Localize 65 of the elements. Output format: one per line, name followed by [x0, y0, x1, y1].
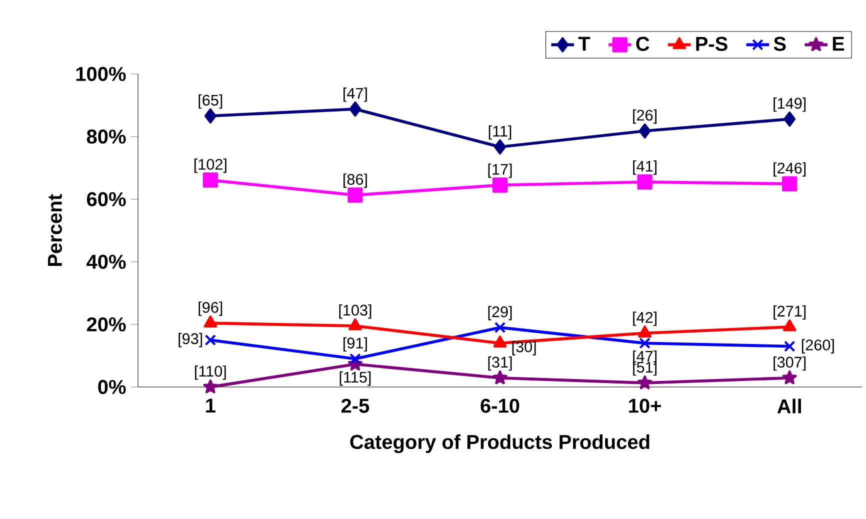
point — [782, 370, 797, 384]
legend-label: P-S — [696, 36, 728, 51]
y-tick-label: 40% — [86, 254, 126, 269]
annotation: [86] — [344, 174, 367, 188]
annotation: [30] — [512, 341, 536, 356]
point — [784, 340, 796, 352]
annotation: [31] — [488, 356, 512, 371]
point — [202, 172, 218, 188]
point — [638, 326, 652, 338]
annotation: [103] — [339, 304, 372, 319]
point — [204, 316, 218, 328]
point — [349, 101, 362, 117]
annotation: [93] — [178, 332, 202, 348]
point — [782, 176, 798, 192]
x-tick-label: All — [777, 398, 801, 414]
annotation: [91] — [344, 337, 367, 352]
point — [204, 334, 216, 346]
annotation: [29] — [488, 306, 512, 320]
point — [784, 111, 796, 127]
y-tick-label: 100% — [76, 66, 126, 82]
point — [639, 338, 650, 349]
point — [637, 174, 652, 190]
x-axis-title: Category of Products Produced — [350, 434, 650, 454]
annotation: [47] — [344, 88, 367, 102]
annotation: [149] — [774, 98, 806, 112]
point — [350, 353, 361, 364]
x-tick-label: 6-10 — [480, 398, 520, 413]
annotation: [307] — [774, 356, 806, 371]
annotation: [65] — [198, 94, 222, 109]
legend-label: T — [578, 36, 590, 51]
point — [493, 336, 507, 348]
point — [494, 322, 506, 334]
point — [203, 379, 218, 394]
point — [204, 108, 216, 124]
y-tick-label: 60% — [86, 192, 126, 206]
legend-label: E — [832, 36, 844, 51]
legend-label: C — [636, 36, 650, 51]
point — [782, 319, 796, 332]
point — [638, 375, 652, 390]
point — [348, 188, 363, 203]
point — [494, 139, 506, 155]
annotation: [96] — [198, 302, 222, 316]
point — [492, 178, 508, 193]
y-tick-label: 20% — [86, 317, 126, 332]
y-tick-label: 0% — [98, 380, 126, 394]
legend-label: S — [774, 36, 786, 51]
annotation: [260] — [802, 339, 834, 354]
y-axis-title: Percent — [48, 194, 62, 266]
annotation: [11] — [488, 125, 512, 140]
annotation: [115] — [340, 371, 371, 386]
annotation: [42] — [633, 312, 656, 326]
annotation: [17] — [488, 164, 512, 178]
point — [348, 318, 362, 330]
y-tick-label: 80% — [86, 130, 126, 144]
point — [492, 370, 508, 384]
x-tick-label: 2-5 — [341, 398, 370, 413]
point — [638, 123, 651, 139]
x-tick-label: 1 — [206, 398, 216, 412]
annotation: [26] — [633, 109, 656, 124]
x-tick-label: 10+ — [629, 398, 661, 413]
annotation: [110] — [195, 365, 226, 380]
annotation: [41] — [633, 160, 656, 175]
annotation: [271] — [774, 305, 806, 320]
annotation: [246] — [774, 162, 806, 177]
annotation: [102] — [194, 158, 226, 173]
